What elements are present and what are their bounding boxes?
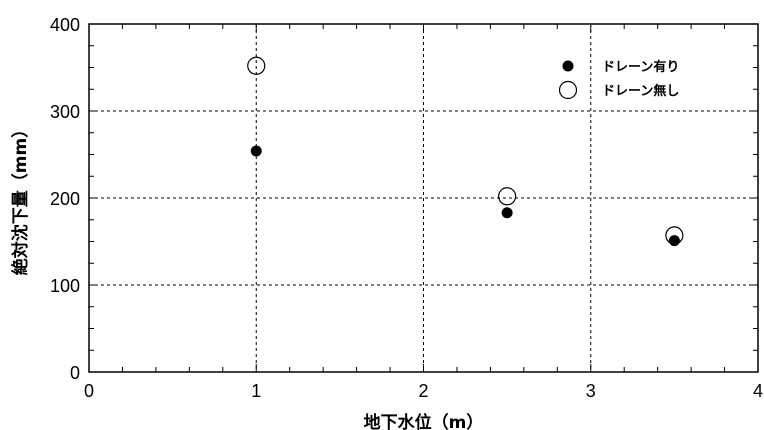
x-tick-label: 4 (753, 381, 763, 401)
plot-area-frame (88, 23, 759, 373)
y-axis-title: 絶対沈下量（mm） (10, 121, 31, 275)
y-tick-label: 100 (50, 276, 80, 296)
y-tick-label: 400 (50, 15, 80, 35)
data-point-drain-no (498, 187, 517, 206)
minor-ticks (88, 23, 759, 373)
legend-marker-drain-no (558, 80, 578, 100)
x-tick-label: 1 (251, 381, 261, 401)
tick-labels: 0 1 2 3 4 0 100 200 300 400 (50, 15, 763, 401)
x-tick-label: 2 (418, 381, 428, 401)
y-tick-label: 300 (50, 102, 80, 122)
legend-marker-drain-yes (562, 60, 574, 72)
x-tick-label: 0 (84, 381, 94, 401)
legend-label-drain-no: ドレーン無し (602, 83, 679, 99)
y-tick-label: 200 (50, 189, 80, 209)
legend-label-drain-yes: ドレーン有り (602, 59, 679, 75)
data-points (247, 56, 684, 247)
data-point-drain-yes (501, 207, 513, 219)
data-point-drain-no (665, 226, 684, 245)
x-axis-title: 地下水位（m） (364, 412, 484, 430)
data-point-drain-yes (250, 145, 262, 157)
legend: ドレーン有り ドレーン無し (558, 59, 679, 100)
grid-lines (89, 24, 758, 372)
x-tick-label: 3 (586, 381, 596, 401)
data-point-drain-no (247, 56, 266, 75)
y-tick-label: 0 (70, 363, 80, 383)
